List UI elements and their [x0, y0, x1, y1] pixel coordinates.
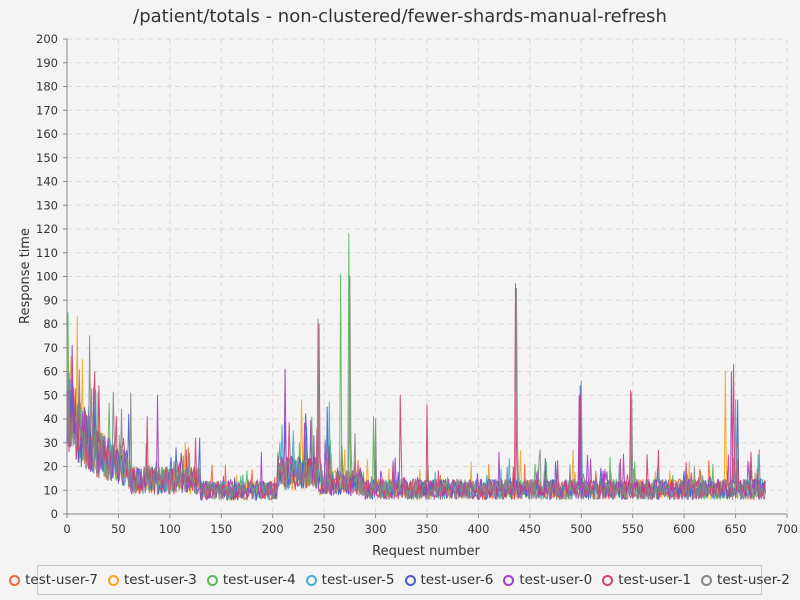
grid-lines [66, 38, 788, 515]
y-tick-label: 140 [36, 175, 58, 189]
x-tick-label: 200 [262, 522, 284, 536]
x-axis-label: Request number [372, 544, 480, 559]
y-tick-label: 120 [36, 222, 58, 236]
x-tick-label: 450 [519, 522, 541, 536]
legend-swatch [206, 574, 218, 586]
y-tick-label: 100 [36, 270, 58, 284]
legend-label: test-user-2 [717, 572, 790, 588]
y-axis-label: Response time [18, 228, 33, 324]
x-tick-label: 500 [570, 522, 592, 536]
y-tick-label: 40 [43, 412, 58, 426]
legend-label: test-user-0 [519, 572, 593, 588]
x-tick-label: 0 [63, 522, 70, 536]
x-tick-label: 250 [313, 522, 335, 536]
legend-swatch [9, 574, 21, 586]
legend-item-test-user-6: test-user-6 [404, 572, 494, 588]
x-tick-label: 300 [365, 522, 387, 536]
x-tick-label: 150 [210, 522, 232, 536]
x-tick-label: 600 [673, 522, 695, 536]
series-line-test-user-2 [66, 276, 766, 501]
legend-item-test-user-2: test-user-2 [701, 572, 790, 588]
y-tick-label: 30 [43, 436, 58, 450]
legend-label: test-user-3 [123, 572, 197, 588]
x-tick-label: 100 [159, 522, 181, 536]
legend-swatch [701, 574, 713, 586]
legend-label: test-user-7 [25, 572, 98, 588]
legend-swatch [305, 574, 317, 586]
x-tick-label: 650 [725, 522, 747, 536]
legend-label: test-user-4 [222, 572, 296, 588]
x-tick-label: 700 [776, 522, 798, 536]
series-lines [66, 233, 766, 501]
y-tick-label: 90 [43, 293, 58, 307]
y-tick-label: 60 [43, 365, 58, 379]
y-tick-label: 160 [36, 127, 58, 141]
y-tick-label: 0 [51, 507, 58, 521]
legend-item-test-user-5: test-user-5 [305, 572, 395, 588]
y-tick-label: 20 [43, 460, 58, 474]
legend-swatch [602, 574, 614, 586]
legend-item-test-user-4: test-user-4 [206, 572, 296, 588]
axes: 0 10 20 30 40 50 60 70 80 90 100 110 120 130 140 150 160… [36, 32, 798, 536]
y-tick-label: 190 [36, 56, 58, 70]
legend-label: test-user-5 [321, 572, 395, 588]
chart-title: /patient/totals - non-clustered/fewer-sh… [133, 6, 667, 27]
legend-item-test-user-7: test-user-7 [9, 572, 98, 588]
legend: test-user-7 test-user-3 test-user-4 test-us… [9, 565, 790, 595]
y-tick-label: 200 [36, 32, 58, 46]
y-tick-label: 70 [43, 341, 58, 355]
x-tick-label: 400 [467, 522, 489, 536]
legend-item-test-user-0: test-user-0 [503, 572, 592, 588]
y-tick-label: 180 [36, 80, 58, 94]
x-tick-label: 350 [416, 522, 438, 536]
y-tick-label: 10 [43, 483, 58, 497]
y-tick-label: 150 [36, 151, 58, 165]
legend-item-test-user-1: test-user-1 [602, 572, 691, 588]
y-tick-label: 50 [43, 388, 58, 402]
legend-item-test-user-3: test-user-3 [107, 572, 197, 588]
legend-label: test-user-6 [420, 572, 494, 588]
x-tick-label: 50 [111, 522, 126, 536]
legend-label: test-user-1 [618, 572, 692, 588]
y-tick-label: 110 [36, 246, 58, 260]
x-tick-label: 550 [622, 522, 644, 536]
legend-swatch [503, 574, 515, 586]
legend-swatch [404, 574, 416, 586]
y-tick-label: 170 [36, 103, 58, 117]
y-tick-label: 80 [43, 317, 58, 331]
y-tick-label: 130 [36, 198, 58, 212]
legend-swatch [107, 574, 119, 586]
